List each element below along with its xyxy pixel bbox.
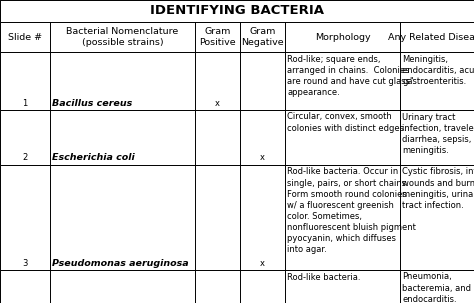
Bar xyxy=(0,0,474,22)
Text: x: x xyxy=(260,258,265,268)
Text: Any Related Disease: Any Related Disease xyxy=(388,32,474,42)
Text: Circular, convex, smooth
colonies with distinct edges.: Circular, convex, smooth colonies with d… xyxy=(288,112,407,133)
Text: Bacterial Nomenclature
(possible strains): Bacterial Nomenclature (possible strains… xyxy=(66,27,179,47)
Text: Morphology: Morphology xyxy=(315,32,370,42)
Text: IDENTIFYING BACTERIA: IDENTIFYING BACTERIA xyxy=(150,5,324,18)
Text: Escherichia coli: Escherichia coli xyxy=(53,154,135,162)
Text: Pseudomonas aeruginosa: Pseudomonas aeruginosa xyxy=(53,258,189,268)
Text: x: x xyxy=(260,154,265,162)
Bar xyxy=(0,270,474,303)
Text: Slide #: Slide # xyxy=(8,32,42,42)
Text: Gram
Positive: Gram Positive xyxy=(199,27,236,47)
Bar xyxy=(0,52,474,110)
Text: Meningitis,
endocarditis, acute
gastroenteritis.: Meningitis, endocarditis, acute gastroen… xyxy=(402,55,474,86)
Text: Rod-like bacteria. Occur in
single, pairs, or short chains.
Form smooth round co: Rod-like bacteria. Occur in single, pair… xyxy=(288,168,416,254)
Text: x: x xyxy=(215,98,220,108)
Bar xyxy=(0,110,474,165)
Text: Urinary tract
infection, traveler's
diarrhea, sepsis,
meningitis.: Urinary tract infection, traveler's diar… xyxy=(402,112,474,155)
Text: 1: 1 xyxy=(22,98,27,108)
Text: Cystic fibrosis, infect
wounds and burns,
meningitis, urinary
tract infection.: Cystic fibrosis, infect wounds and burns… xyxy=(402,168,474,210)
Text: Gram
Negative: Gram Negative xyxy=(241,27,284,47)
Text: Rod-like; square ends,
arranged in chains.  Colonies
are round and have cut glas: Rod-like; square ends, arranged in chain… xyxy=(288,55,414,97)
Text: Rod-like bacteria.: Rod-like bacteria. xyxy=(288,272,361,281)
Text: 3: 3 xyxy=(22,258,27,268)
Text: Pneumonia,
bacteremia, and
endocarditis.: Pneumonia, bacteremia, and endocarditis. xyxy=(402,272,472,303)
Text: 2: 2 xyxy=(22,154,27,162)
Text: Bacillus cereus: Bacillus cereus xyxy=(53,98,133,108)
Bar xyxy=(0,165,474,270)
Bar xyxy=(0,22,474,52)
